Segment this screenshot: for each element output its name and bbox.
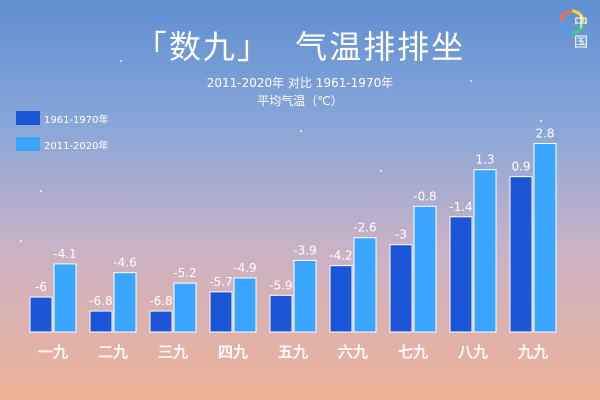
value-label-1961-6: -4.2 xyxy=(329,249,352,263)
chart-unit-label: 平均气温（℃） xyxy=(257,94,343,108)
bar-2011-5 xyxy=(293,259,317,333)
legend-label-2011: 2011-2020年 xyxy=(44,140,109,152)
category-label-6: 六九 xyxy=(338,343,368,361)
bar-2011-4 xyxy=(233,277,257,333)
category-label-2: 二九 xyxy=(98,343,128,361)
value-label-1961-2: -6.8 xyxy=(89,294,112,308)
bar-1961-9 xyxy=(509,176,533,333)
value-label-1961-1: -6 xyxy=(35,280,47,294)
broadcaster-logo-icon xyxy=(559,9,585,35)
bar-1961-3 xyxy=(149,310,173,333)
bar-1961-7 xyxy=(389,244,413,333)
value-label-1961-8: -1.4 xyxy=(449,200,472,214)
value-label-1961-5: -5.9 xyxy=(269,278,292,292)
value-label-2011-7: -0.8 xyxy=(413,189,436,203)
star-decoration xyxy=(540,120,542,122)
broadcaster-logo-text: 中国 xyxy=(574,15,588,51)
star-decoration xyxy=(470,80,472,82)
star-decoration xyxy=(120,60,122,62)
star-decoration xyxy=(300,130,302,132)
category-label-3: 三九 xyxy=(158,343,188,361)
bar-1961-4 xyxy=(209,291,233,333)
bar-2011-6 xyxy=(353,237,377,333)
category-label-5: 五九 xyxy=(278,343,308,361)
category-label-4: 四九 xyxy=(218,343,248,361)
value-label-1961-3: -6.8 xyxy=(149,294,172,308)
value-label-2011-8: 1.3 xyxy=(475,153,494,167)
bar-2011-8 xyxy=(473,169,497,333)
value-label-1961-7: -3 xyxy=(395,228,407,242)
bar-2011-3 xyxy=(173,282,197,333)
bar-1961-5 xyxy=(269,294,293,333)
legend-item-1961: 1961-1970年 xyxy=(16,108,109,128)
bar-2011-1 xyxy=(53,263,77,333)
star-decoration xyxy=(40,190,42,192)
chart-title: 「数九」 气温排排坐 xyxy=(134,28,466,66)
bar-1961-8 xyxy=(449,216,473,333)
value-label-2011-4: -4.9 xyxy=(233,261,256,275)
bar-1961-6 xyxy=(329,265,353,333)
value-label-2011-1: -4.1 xyxy=(53,247,76,261)
category-label-9: 九九 xyxy=(517,343,548,361)
value-label-2011-6: -2.6 xyxy=(353,221,376,235)
value-label-2011-5: -3.9 xyxy=(293,243,316,257)
chart-legend: 1961-1970年 2011-2020年 xyxy=(16,108,109,160)
category-label-1: 一九 xyxy=(38,343,68,361)
bar-2011-2 xyxy=(113,272,137,333)
value-label-2011-2: -4.6 xyxy=(113,256,136,270)
category-label-8: 八九 xyxy=(457,343,488,361)
legend-item-2011: 2011-2020年 xyxy=(16,134,109,154)
legend-swatch-1961 xyxy=(16,111,40,125)
value-label-1961-9: 0.9 xyxy=(511,160,530,174)
legend-swatch-2011 xyxy=(16,137,40,151)
category-label-7: 七九 xyxy=(398,343,428,361)
bar-1961-2 xyxy=(89,310,113,333)
value-label-2011-3: -5.2 xyxy=(173,266,196,280)
bar-2011-7 xyxy=(413,205,437,333)
chart-subtitle: 2011-2020年 对比 1961-1970年 xyxy=(206,76,394,90)
value-label-2011-9: 2.8 xyxy=(535,126,554,140)
bar-2011-9 xyxy=(533,142,557,333)
legend-label-1961: 1961-1970年 xyxy=(44,114,109,126)
bar-1961-1 xyxy=(29,296,53,333)
star-decoration xyxy=(20,240,22,242)
value-label-1961-4: -5.7 xyxy=(209,275,232,289)
star-decoration xyxy=(380,170,382,172)
